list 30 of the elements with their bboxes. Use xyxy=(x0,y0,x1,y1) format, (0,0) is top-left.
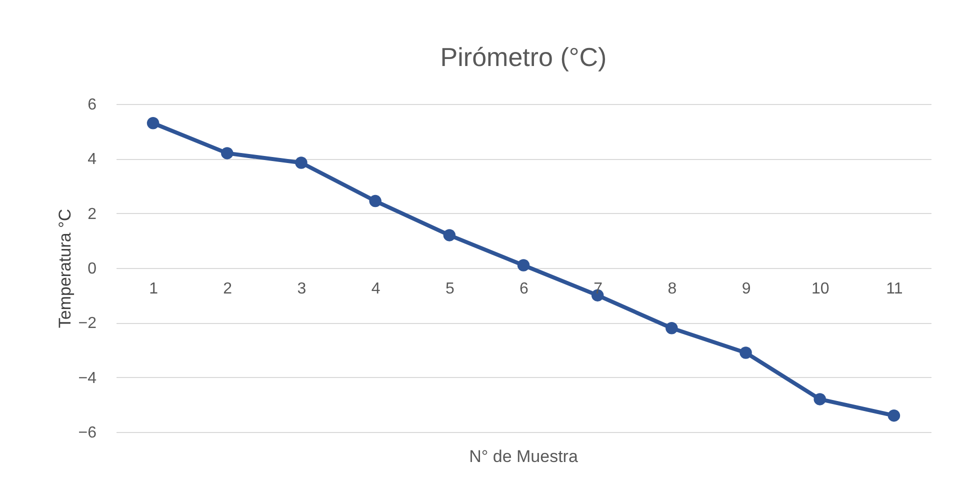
y-tick-label: −4 xyxy=(78,370,97,387)
point xyxy=(146,117,160,130)
point xyxy=(369,194,382,208)
y-tick-label: −2 xyxy=(78,315,97,332)
y-tick-label: 0 xyxy=(88,260,97,278)
point xyxy=(666,322,678,334)
x-tick-label: 9 xyxy=(742,280,751,298)
y-tick-label: 6 xyxy=(88,96,97,114)
chart-title: Pirómetro (°C) xyxy=(440,42,607,72)
point xyxy=(443,229,456,242)
x-tick-label: 6 xyxy=(520,280,529,298)
point xyxy=(221,147,234,160)
point xyxy=(295,156,308,169)
point xyxy=(888,409,900,422)
y-tick-label: −6 xyxy=(78,424,97,442)
y-axis-title: Temperatura °C xyxy=(55,208,74,328)
x-axis-title: N° de Muestra xyxy=(469,447,578,466)
point xyxy=(740,346,752,359)
x-tick-label: 5 xyxy=(445,280,454,298)
point xyxy=(517,259,530,272)
point xyxy=(814,393,826,406)
x-tick-label: 8 xyxy=(668,280,677,298)
x-tick-label: 3 xyxy=(297,280,306,298)
x-tick-label: 1 xyxy=(149,280,158,298)
y-tick-label: 4 xyxy=(88,151,97,168)
x-tick-label: 10 xyxy=(811,280,830,298)
x-tick-label: 11 xyxy=(886,280,903,298)
y-tick-label: 2 xyxy=(88,206,97,223)
x-tick-label: 2 xyxy=(223,280,232,298)
x-tick-label: 4 xyxy=(371,280,380,298)
